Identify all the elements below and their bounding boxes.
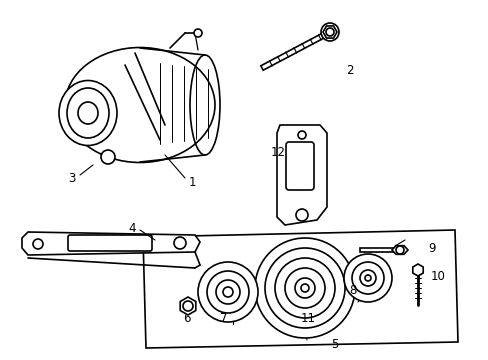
- Text: 10: 10: [429, 270, 445, 283]
- Circle shape: [294, 278, 314, 298]
- Text: 8: 8: [348, 284, 356, 297]
- Text: 4: 4: [128, 221, 136, 234]
- Circle shape: [206, 271, 248, 313]
- Circle shape: [325, 28, 333, 36]
- Polygon shape: [412, 264, 422, 276]
- Circle shape: [351, 262, 383, 294]
- Circle shape: [33, 239, 43, 249]
- Circle shape: [198, 262, 258, 322]
- Ellipse shape: [67, 88, 109, 138]
- Polygon shape: [180, 297, 195, 315]
- Circle shape: [395, 246, 403, 254]
- Circle shape: [183, 301, 193, 311]
- Text: 12: 12: [270, 145, 285, 158]
- Circle shape: [364, 275, 370, 281]
- Circle shape: [359, 270, 375, 286]
- Text: 9: 9: [427, 242, 435, 255]
- Circle shape: [101, 150, 115, 164]
- Text: 2: 2: [346, 63, 353, 77]
- Polygon shape: [323, 26, 336, 38]
- Circle shape: [343, 254, 391, 302]
- Circle shape: [216, 280, 240, 304]
- Circle shape: [295, 209, 307, 221]
- Ellipse shape: [78, 102, 98, 124]
- Circle shape: [194, 29, 202, 37]
- Polygon shape: [22, 232, 200, 255]
- FancyBboxPatch shape: [68, 235, 152, 251]
- Text: 6: 6: [183, 311, 190, 324]
- Circle shape: [264, 248, 345, 328]
- Polygon shape: [359, 248, 399, 252]
- Circle shape: [254, 238, 354, 338]
- Circle shape: [223, 287, 232, 297]
- Circle shape: [274, 258, 334, 318]
- Text: 5: 5: [331, 338, 338, 351]
- Ellipse shape: [59, 81, 117, 145]
- Polygon shape: [276, 125, 326, 225]
- Polygon shape: [142, 230, 457, 348]
- Text: 3: 3: [68, 171, 76, 185]
- Text: 7: 7: [220, 311, 227, 324]
- Circle shape: [297, 131, 305, 139]
- Circle shape: [285, 268, 325, 308]
- Circle shape: [320, 23, 338, 41]
- Text: 1: 1: [188, 176, 195, 189]
- Ellipse shape: [65, 48, 215, 162]
- Text: 11: 11: [300, 311, 315, 324]
- Polygon shape: [391, 246, 407, 254]
- Circle shape: [301, 284, 308, 292]
- FancyBboxPatch shape: [285, 142, 313, 190]
- Polygon shape: [260, 30, 330, 70]
- Circle shape: [174, 237, 185, 249]
